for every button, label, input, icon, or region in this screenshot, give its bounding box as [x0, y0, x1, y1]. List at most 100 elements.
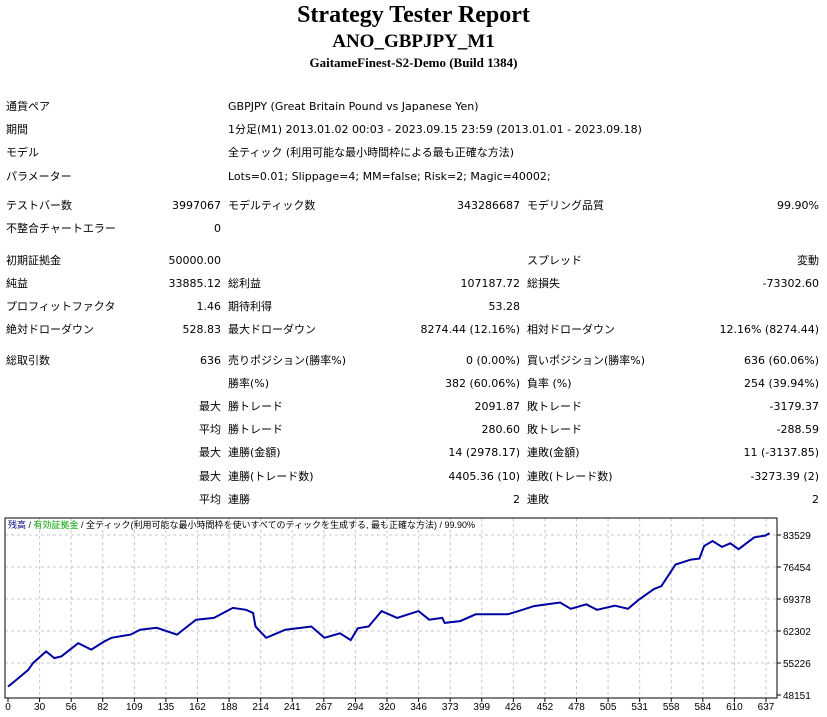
- x-tick-label: 346: [410, 702, 427, 713]
- stat-label-2: 連勝(金額): [228, 446, 281, 459]
- stat-value-1: 33885.12: [168, 277, 222, 290]
- stat-label-3: 連敗(金額): [527, 446, 580, 459]
- x-tick-label: 505: [600, 702, 617, 713]
- info-value: GBPJPY (Great Britain Pound vs Japanese …: [228, 100, 479, 113]
- stat-value-2: 8274.44 (12.16%): [420, 323, 520, 336]
- x-tick-label: 188: [221, 702, 238, 713]
- stat-label-1: 純益: [6, 277, 28, 290]
- stat-value-2: 53.28: [488, 300, 521, 313]
- stat-label-2: 期待利得: [228, 300, 272, 313]
- balance-line: [7, 532, 771, 688]
- stat-value-3: 2: [812, 493, 819, 506]
- x-tick-label: 241: [284, 702, 301, 713]
- stat-value-3: 254 (39.94%): [743, 377, 819, 390]
- report-title: Strategy Tester Report: [297, 2, 530, 28]
- stat-value-1: 1.46: [196, 300, 222, 313]
- stat-row: 不整合チャートエラー 0: [0, 219, 827, 239]
- stat-value-2: 0 (0.00%): [465, 354, 520, 367]
- stat-label-2: 連勝: [228, 493, 250, 506]
- stat-value-3: 12.16% (8274.44): [719, 323, 819, 336]
- stat-value-2: 14 (2978.17): [448, 446, 520, 459]
- x-tick-label: 82: [97, 702, 109, 713]
- stat-label-3: 連敗: [527, 493, 549, 506]
- x-tick-label: 320: [379, 702, 396, 713]
- info-value: 全ティック (利用可能な最小時間枠による最も正確な方法): [228, 146, 515, 159]
- legend-equity: 有効証拠金: [34, 519, 79, 530]
- stat-row: 最大 連勝(トレード数) 4405.36 (10) 連敗(トレード数) -3273.39…: [0, 467, 827, 487]
- y-tick-label: 76454: [783, 563, 811, 574]
- stat-label-3: 連敗(トレード数): [527, 470, 613, 483]
- info-row: パラメーター Lots=0.01; Slippage=4; MM=false; R…: [0, 167, 827, 187]
- stat-value-1: 50000.00: [168, 254, 222, 267]
- x-tick-label: 162: [189, 702, 206, 713]
- stat-value-2: 107187.72: [460, 277, 521, 290]
- stat-label-3: 負率 (%): [527, 377, 572, 390]
- stat-label-2: 連勝(トレード数): [228, 470, 314, 483]
- stat-label-3: モデリング品質: [527, 199, 604, 212]
- stat-value-3: -3273.39 (2): [750, 470, 819, 483]
- info-label: モデル: [6, 146, 39, 159]
- stat-value-2: 2091.87: [474, 400, 521, 413]
- stat-label-1: 絶対ドローダウン: [6, 323, 94, 336]
- stat-row: 最大 勝トレード 2091.87 敗トレード -3179.37: [0, 397, 827, 417]
- info-label: パラメーター: [6, 170, 72, 183]
- x-tick-label: 531: [631, 702, 648, 713]
- y-tick-label: 55226: [783, 659, 811, 670]
- info-value: 1分足(M1) 2013.01.02 00:03 - 2023.09.15 23…: [228, 123, 642, 136]
- stat-label-1: テストバー数: [6, 199, 72, 212]
- stat-value-3: -3179.37: [769, 400, 819, 413]
- stat-value-1: 平均: [199, 493, 221, 506]
- legend-model: / 全ティック(利用可能な最小時間枠を使いすべてのティックを生成する, 最も正確…: [79, 519, 475, 530]
- x-tick-label: 426: [505, 702, 522, 713]
- y-tick-label: 62302: [783, 627, 811, 638]
- info-label: 期間: [6, 123, 28, 136]
- x-tick-label: 558: [663, 702, 680, 713]
- stat-value-2: 280.60: [481, 423, 521, 436]
- x-tick-label: 30: [34, 702, 46, 713]
- stat-value-1: 636: [200, 354, 221, 367]
- stat-row: 勝率(%) 382 (60.06%) 負率 (%) 254 (39.94%): [0, 374, 827, 394]
- x-tick-label: 478: [568, 702, 585, 713]
- y-tick-label: 69378: [783, 595, 811, 606]
- stat-label-2: 最大ドローダウン: [228, 323, 316, 336]
- stat-label-2: 勝率(%): [228, 377, 270, 390]
- report-subtitle: ANO_GBPJPY_M1: [332, 31, 495, 52]
- stat-label-3: 相対ドローダウン: [527, 323, 615, 336]
- x-tick-label: 610: [726, 702, 743, 713]
- info-value: Lots=0.01; Slippage=4; MM=false; Risk=2;…: [228, 170, 551, 183]
- stat-label-3: 買いポジション(勝率%): [527, 354, 646, 367]
- legend-sep: /: [26, 520, 34, 530]
- stat-row: 平均 勝トレード 280.60 敗トレード -288.59: [0, 420, 827, 440]
- stat-label-1: 初期証拠金: [6, 254, 61, 267]
- y-tick-label: 48151: [783, 691, 811, 702]
- stat-value-2: 382 (60.06%): [444, 377, 520, 390]
- stat-value-3: -288.59: [776, 423, 819, 436]
- info-row: モデル 全ティック (利用可能な最小時間枠による最も正確な方法): [0, 143, 827, 163]
- stat-value-1: 3997067: [172, 199, 221, 212]
- stat-label-2: モデルティック数: [228, 199, 316, 212]
- stat-value-2: 2: [513, 493, 520, 506]
- x-tick-label: 56: [66, 702, 78, 713]
- stat-label-1: プロフィットファクタ: [6, 300, 116, 313]
- stat-value-2: 343286687: [457, 199, 520, 212]
- stat-value-3: 636 (60.06%): [743, 354, 819, 367]
- x-tick-label: 294: [347, 702, 364, 713]
- info-row: 期間 1分足(M1) 2013.01.02 00:03 - 2023.09.15 …: [0, 120, 827, 140]
- x-tick-label: 452: [537, 702, 554, 713]
- stat-value-1: 平均: [199, 423, 221, 436]
- stat-label-2: 総利益: [228, 277, 261, 290]
- stat-value-3: 11 (-3137.85): [743, 446, 819, 459]
- stat-row: テストバー数 3997067 モデルティック数 343286687 モデリング品質 99.…: [0, 196, 827, 216]
- stat-label-2: 勝トレード: [228, 423, 283, 436]
- server-build: GaitameFinest-S2-Demo (Build 1384): [309, 55, 518, 70]
- stat-label-2: 勝トレード: [228, 400, 283, 413]
- stat-row: 平均 連勝 2 連敗 2: [0, 490, 827, 510]
- chart-legend: 残高 / 有効証拠金 / 全ティック(利用可能な最小時間枠を使いすべてのティック…: [8, 519, 475, 530]
- stat-label-1: 総取引数: [6, 354, 50, 367]
- plot-frame: [4, 517, 778, 699]
- stat-row: 純益 33885.12 総利益 107187.72 総損失 -73302.60: [0, 274, 827, 294]
- stat-label-2: 売りポジション(勝率%): [228, 354, 347, 367]
- x-tick-label: 373: [442, 702, 459, 713]
- stat-value-2: 4405.36 (10): [448, 470, 520, 483]
- stat-label-3: 総損失: [527, 277, 560, 290]
